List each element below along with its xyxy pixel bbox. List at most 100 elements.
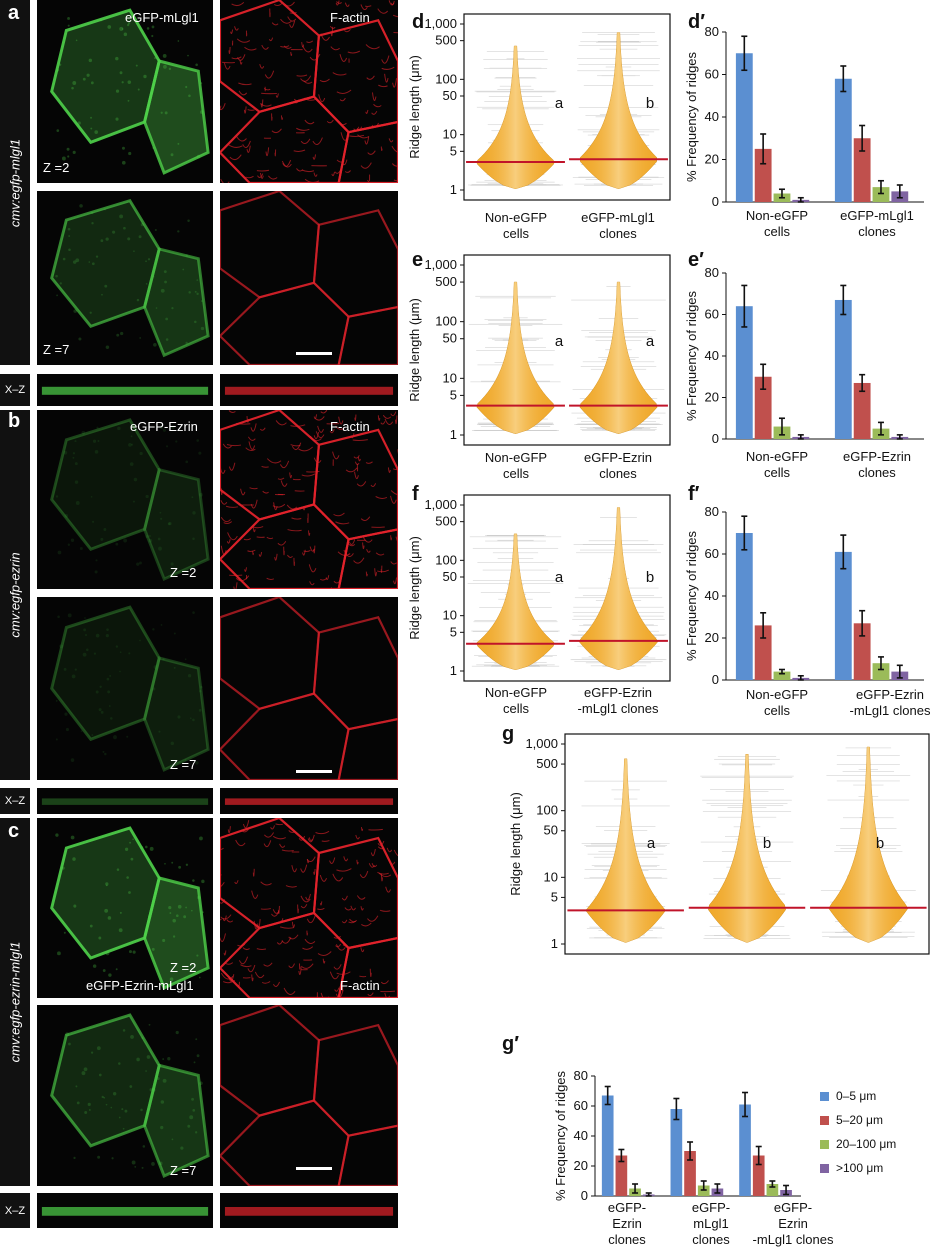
y-tick-label: 500 xyxy=(435,514,457,529)
legend-label: >100 μm xyxy=(836,1161,883,1175)
image-label: Z =7 xyxy=(170,757,197,772)
y-tick-label: 20 xyxy=(574,1158,588,1173)
panel-letter: g xyxy=(502,723,514,745)
violin-highlight xyxy=(578,507,659,670)
category-label: Ezrin xyxy=(778,1216,808,1231)
violin-highlight xyxy=(476,533,555,670)
y-tick-label: 0 xyxy=(712,672,719,687)
bar xyxy=(872,663,890,680)
significance-letter: b xyxy=(763,835,771,852)
y-axis-label: Ridge length (μm) xyxy=(407,298,422,402)
y-tick-label: 20 xyxy=(705,152,719,167)
y-tick-label: 0 xyxy=(712,194,719,209)
violin-highlight xyxy=(580,32,657,189)
green-channel-image xyxy=(37,597,213,780)
y-tick-label: 1 xyxy=(450,182,457,197)
category-label: eGFP-mLgl1 xyxy=(581,210,655,225)
bar xyxy=(853,623,871,680)
construct-label-bar: cmv:egfp-ezrin-mlgl1 xyxy=(0,818,30,1186)
bar xyxy=(754,148,772,202)
green-xz-strip xyxy=(37,1193,213,1228)
violin-highlight xyxy=(476,282,555,434)
red-xz-strip xyxy=(220,374,398,406)
y-tick-label: 0 xyxy=(581,1188,588,1203)
image-label: Z =7 xyxy=(43,342,70,357)
y-tick-label: 1,000 xyxy=(424,257,457,272)
category-label: Ezrin xyxy=(612,1216,642,1231)
violin-chart-d: 1,000 500 100 50 105 1 Ridge length (μm) a b xyxy=(407,13,671,201)
red-channel-image xyxy=(220,818,398,998)
bar xyxy=(754,376,772,439)
bar xyxy=(739,1104,751,1196)
y-tick-label: 1,000 xyxy=(424,497,457,512)
violin-highlight xyxy=(477,46,554,189)
y-tick-label: 40 xyxy=(705,109,719,124)
category-label: Non-eGFP xyxy=(485,685,547,700)
panel-letter: a xyxy=(8,2,20,24)
panel-letter: e′ xyxy=(688,249,704,271)
y-tick-label: 50 xyxy=(443,569,457,584)
legend-label: 20–100 μm xyxy=(836,1137,896,1151)
bar xyxy=(853,382,871,439)
image-label: Z =2 xyxy=(170,565,197,580)
y-tick-label: 0 xyxy=(712,431,719,446)
image-label: F-actin xyxy=(330,419,370,434)
category-label: mLgl1 xyxy=(693,1216,728,1231)
legend: 0–5 μm 5–20 μm 20–100 μm >100 μm xyxy=(820,1089,896,1175)
y-axis-label: % Frequency of ridges xyxy=(553,1070,568,1201)
violin-chart-f: 1,000 500 100 50 105 1 Ridge length (μm) a b xyxy=(407,494,671,682)
bar xyxy=(752,1155,765,1196)
significance-letter: b xyxy=(876,835,884,852)
image-label: Z =7 xyxy=(170,1163,197,1178)
bar xyxy=(773,671,791,680)
y-tick-label: 1 xyxy=(551,936,558,951)
bar xyxy=(601,1095,614,1196)
green-channel-image xyxy=(37,191,213,365)
legend-swatch xyxy=(820,1092,829,1101)
y-tick-label: 500 xyxy=(536,756,558,771)
violin-highlight xyxy=(708,754,786,943)
y-tick-label: 40 xyxy=(705,348,719,363)
category-label: clones xyxy=(599,466,637,481)
construct-label-bar: cmv:egfp-mlgl1 xyxy=(0,0,30,365)
panel-letter: b xyxy=(8,410,21,432)
y-axis-label: % Frequency of ridges xyxy=(684,51,699,182)
y-tick-label: 60 xyxy=(574,1098,588,1113)
xz-label: X–Z xyxy=(0,374,30,406)
y-tick-label: 40 xyxy=(705,588,719,603)
red-channel-image xyxy=(220,410,398,589)
significance-letter: a xyxy=(647,835,656,852)
category-label: clones xyxy=(858,465,896,480)
bar-chart-f′: 0 20 40 60 80 % Frequency of ridges Non-eGFPce… xyxy=(684,504,931,718)
y-tick-label: 10 xyxy=(544,869,558,884)
y-tick-label: 60 xyxy=(705,307,719,322)
category-label: cells xyxy=(503,226,530,241)
green-channel-image xyxy=(37,0,213,183)
panel-letter: f xyxy=(412,483,419,505)
bar-chart-e′: 0 20 40 60 80 % Frequency of ridges Non-eGFPce… xyxy=(684,265,924,480)
category-label: -mLgl1 clones xyxy=(578,701,659,716)
legend-swatch xyxy=(820,1140,829,1149)
significance-letter: a xyxy=(555,569,564,586)
panel-letter: c xyxy=(8,820,20,842)
y-tick-label: 50 xyxy=(544,823,558,838)
y-tick-label: 5 xyxy=(450,624,457,639)
y-tick-label: 60 xyxy=(705,546,719,561)
bar xyxy=(834,299,852,439)
category-label: eGFP- xyxy=(692,1200,730,1215)
category-label: eGFP-Ezrin xyxy=(584,450,652,465)
category-label: eGFP-Ezrin xyxy=(584,685,652,700)
significance-letter: b xyxy=(646,95,654,112)
y-tick-label: 1,000 xyxy=(424,16,457,31)
bar xyxy=(853,138,871,202)
bar xyxy=(735,306,753,439)
y-tick-label: 20 xyxy=(705,630,719,645)
y-tick-label: 60 xyxy=(705,67,719,82)
green-channel-image xyxy=(37,818,213,998)
bar xyxy=(684,1151,696,1196)
category-label: Non-eGFP xyxy=(746,208,808,223)
scale-bar xyxy=(296,352,332,355)
y-tick-label: 500 xyxy=(435,274,457,289)
category-label: -mLgl1 clones xyxy=(753,1232,834,1247)
